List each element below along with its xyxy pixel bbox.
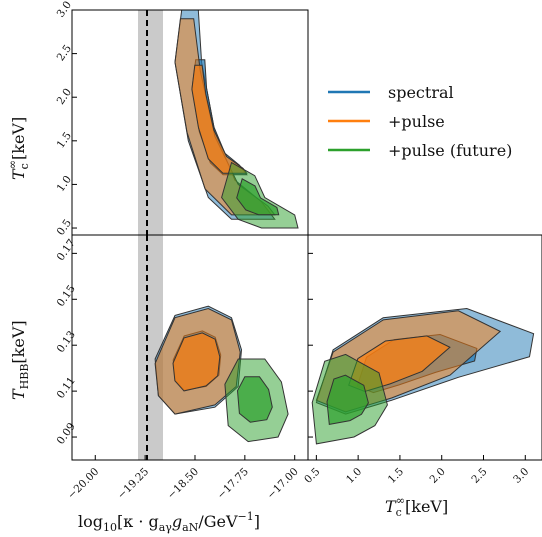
bl-xlabel-close: ] (254, 512, 260, 531)
ytick-label: 0.5 (55, 217, 74, 238)
ytick-label: 2.0 (55, 86, 74, 107)
ytick-label: 0.11 (55, 375, 78, 401)
ytick-label: 1.5 (55, 130, 74, 151)
ytick-label: 0.17 (55, 237, 78, 263)
panel-bottom-right-frame (307, 234, 542, 461)
panel-top-left-content (138, 10, 299, 235)
bl-xlabel-sub2: aγ (159, 521, 173, 534)
xtick-label: 1.5 (386, 466, 406, 486)
bl-yticks: 0.09 0.11 0.13 0.15 0.17 (55, 237, 78, 447)
xtick-label: 0.5 (302, 466, 322, 486)
bl-xlabel-sup: −1 (238, 510, 254, 523)
xtick-label: −18.50 (165, 466, 201, 502)
ytick-label: 0.09 (55, 421, 78, 447)
bl-ylabel-sub: HBB (18, 364, 31, 390)
bl-xlabel-pre: log (78, 512, 103, 531)
br-xlabel-sup: ∞ (396, 494, 405, 507)
tl-ylabel-unit: [keV] (9, 117, 28, 160)
bl-contours (154, 305, 289, 443)
bl-xticks: −20.00 −19.25 −18.50 −17.75 −17.00 (65, 455, 301, 502)
contour-inner-3 (236, 376, 273, 423)
legend-label-pulse: +pulse (388, 112, 445, 131)
panel-bottom-right-content (311, 307, 535, 445)
ytick-label: 1.0 (55, 174, 74, 195)
tl-yticks: 0.5 1.0 1.5 2.0 2.5 3.0 (55, 0, 77, 238)
xtick-label: 3.0 (511, 466, 531, 486)
bl-gray-band (138, 235, 163, 460)
bl-ylabel-main: T (9, 388, 28, 400)
xtick-label: 2.0 (428, 466, 448, 486)
contour-inner-3 (326, 374, 369, 425)
tl-ylabel: Tc∞[keV] (6, 117, 31, 180)
br-xlabel: Tc∞[keV] (385, 494, 448, 519)
xtick-label: 1.0 (344, 466, 364, 486)
bl-xlabel: log10[κ · gaγgaN/GeV−1] (78, 510, 260, 534)
legend: spectral +pulse +pulse (future) (328, 83, 512, 160)
ytick-label: 0.15 (55, 283, 78, 309)
panel-bottom-left: 0.090.110.130.150.17 −20.00 −19.25 −18.50−… (55, 234, 309, 502)
tl-ylabel-sub: c (18, 163, 31, 169)
ytick-label: 3.0 (55, 0, 74, 20)
contour-inner-3 (236, 178, 280, 216)
xtick-label: −17.75 (215, 466, 251, 502)
bl-xlabel-main: [κ · g (117, 512, 159, 531)
contour-inner-2 (172, 332, 221, 392)
bl-xlabel-sub3: aN (182, 521, 199, 534)
xtick-label: 2.5 (469, 466, 489, 486)
legend-label-future: +pulse (future) (388, 141, 512, 160)
tl-gray-band (138, 10, 163, 235)
xtick-label: −17.00 (265, 466, 301, 502)
panel-top-left: 0.5 1.0 1.5 2.0 2.5 3.0 (55, 0, 309, 238)
br-xlabel-unit: [keV] (405, 497, 448, 516)
xtick-label: −20.00 (65, 466, 101, 502)
bl-ylabel: THBB[keV] (9, 320, 31, 400)
tl-ylabel-sup: ∞ (6, 160, 19, 169)
legend-label-spectral: spectral (388, 83, 454, 102)
br-xlabel-sub: c (396, 506, 402, 519)
ytick-label: 0.13 (55, 329, 78, 355)
panel-bottom-right: 0.5 1.0 1.5 2.0 2.5 3.0 (302, 234, 542, 486)
br-xlabel-main: T (385, 497, 397, 516)
tl-ylabel-main: T (9, 168, 28, 180)
bl-xlabel-unit: /GeV (198, 512, 238, 531)
panel-bottom-left-content (138, 235, 289, 460)
xtick-label: −19.25 (115, 466, 151, 502)
bl-xlabel-mid: g (172, 512, 182, 531)
tl-contours (174, 10, 299, 229)
br-yticks (308, 252, 313, 438)
bl-xlabel-sub: 10 (103, 521, 117, 534)
ytick-label: 2.5 (55, 43, 74, 64)
bl-ylabel-unit: [keV] (9, 320, 28, 363)
br-contours (311, 307, 535, 445)
